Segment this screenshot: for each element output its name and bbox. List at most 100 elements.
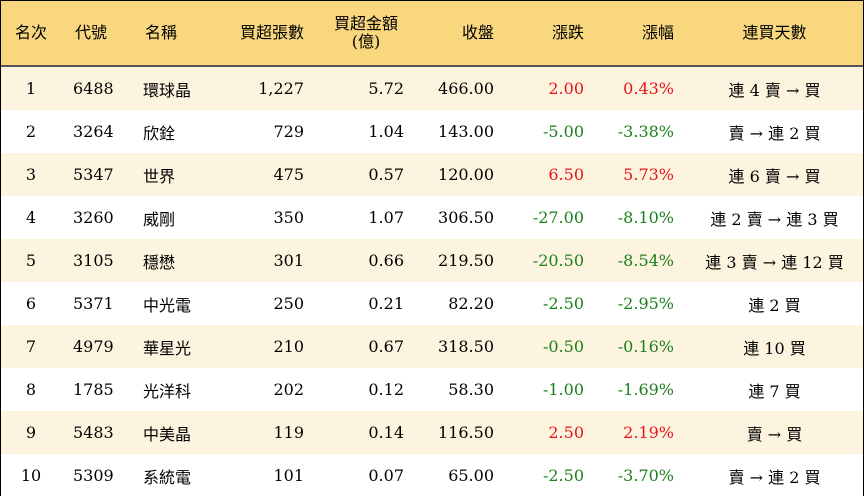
cell-net-amount: 1.04: [316, 110, 416, 153]
cell-close: 116.50: [416, 411, 506, 454]
cell-code: 3105: [61, 239, 131, 282]
cell-rank: 4: [1, 196, 61, 239]
header-net-amount-line2: (億): [351, 32, 381, 51]
cell-net-amount: 1.07: [316, 196, 416, 239]
cell-rank: 1: [1, 66, 61, 110]
cell-net-amount: 5.72: [316, 66, 416, 110]
cell-code: 6488: [61, 66, 131, 110]
table-row: 9 5483 中美晶 119 0.14 116.50 2.50 2.19% 賣 → 買: [1, 411, 863, 454]
table-row: 5 3105 穩懋 301 0.66 219.50 -20.50 -8.54% 連 3 賣 → …: [1, 239, 863, 282]
cell-rank: 2: [1, 110, 61, 153]
cell-rank: 10: [1, 454, 61, 497]
cell-close: 58.30: [416, 368, 506, 411]
cell-pct: 2.19%: [596, 411, 686, 454]
cell-name: 華星光: [131, 325, 216, 368]
cell-pct: 5.73%: [596, 153, 686, 196]
cell-streak: 連 6 賣 → 買: [686, 153, 863, 196]
table-body: 1 6488 環球晶 1,227 5.72 466.00 2.00 0.43% 連 4 賣 → …: [1, 66, 863, 497]
cell-streak: 連 7 買: [686, 368, 863, 411]
cell-close: 306.50: [416, 196, 506, 239]
cell-streak: 賣 → 連 2 買: [686, 454, 863, 497]
table-row: 2 3264 欣銓 729 1.04 143.00 -5.00 -3.38% 賣 → 連 2 買: [1, 110, 863, 153]
cell-streak: 賣 → 連 2 買: [686, 110, 863, 153]
header-close: 收盤: [416, 1, 506, 67]
table-row: 7 4979 華星光 210 0.67 318.50 -0.50 -0.16% 連 10 買: [1, 325, 863, 368]
cell-net-lots: 202: [216, 368, 316, 411]
cell-rank: 9: [1, 411, 61, 454]
cell-net-lots: 475: [216, 153, 316, 196]
cell-pct: -8.54%: [596, 239, 686, 282]
cell-net-lots: 210: [216, 325, 316, 368]
cell-streak: 連 10 買: [686, 325, 863, 368]
cell-streak: 連 2 賣 → 連 3 買: [686, 196, 863, 239]
cell-streak: 連 4 賣 → 買: [686, 66, 863, 110]
cell-name: 系統電: [131, 454, 216, 497]
table-row: 10 5309 系統電 101 0.07 65.00 -2.50 -3.70% 賣 → 連 2 …: [1, 454, 863, 497]
cell-rank: 6: [1, 282, 61, 325]
cell-code: 4979: [61, 325, 131, 368]
cell-net-lots: 1,227: [216, 66, 316, 110]
cell-name: 環球晶: [131, 66, 216, 110]
cell-pct: 0.43%: [596, 66, 686, 110]
cell-name: 世界: [131, 153, 216, 196]
cell-close: 219.50: [416, 239, 506, 282]
cell-code: 5371: [61, 282, 131, 325]
cell-change: 6.50: [506, 153, 596, 196]
cell-close: 65.00: [416, 454, 506, 497]
cell-pct: -0.16%: [596, 325, 686, 368]
cell-net-amount: 0.12: [316, 368, 416, 411]
cell-code: 5347: [61, 153, 131, 196]
cell-change: -27.00: [506, 196, 596, 239]
cell-close: 143.00: [416, 110, 506, 153]
cell-close: 120.00: [416, 153, 506, 196]
table-row: 3 5347 世界 475 0.57 120.00 6.50 5.73% 連 6 賣 → 買: [1, 153, 863, 196]
cell-close: 318.50: [416, 325, 506, 368]
cell-pct: -3.70%: [596, 454, 686, 497]
cell-net-lots: 729: [216, 110, 316, 153]
cell-name: 光洋科: [131, 368, 216, 411]
cell-net-amount: 0.21: [316, 282, 416, 325]
cell-pct: -1.69%: [596, 368, 686, 411]
cell-pct: -3.38%: [596, 110, 686, 153]
header-net-lots: 買超張數: [216, 1, 316, 67]
header-name: 名稱: [131, 1, 216, 67]
cell-code: 3260: [61, 196, 131, 239]
header-net-amount: 買超金額 (億): [316, 1, 416, 67]
cell-close: 466.00: [416, 66, 506, 110]
cell-net-lots: 250: [216, 282, 316, 325]
cell-code: 5483: [61, 411, 131, 454]
cell-net-amount: 0.57: [316, 153, 416, 196]
cell-net-lots: 301: [216, 239, 316, 282]
cell-net-lots: 350: [216, 196, 316, 239]
cell-code: 1785: [61, 368, 131, 411]
cell-change: -2.50: [506, 454, 596, 497]
table-row: 1 6488 環球晶 1,227 5.72 466.00 2.00 0.43% 連 4 賣 → …: [1, 66, 863, 110]
cell-pct: -8.10%: [596, 196, 686, 239]
cell-rank: 5: [1, 239, 61, 282]
cell-net-amount: 0.07: [316, 454, 416, 497]
cell-streak: 連 3 賣 → 連 12 買: [686, 239, 863, 282]
cell-pct: -2.95%: [596, 282, 686, 325]
cell-streak: 賣 → 買: [686, 411, 863, 454]
header-change: 漲跌: [506, 1, 596, 67]
cell-streak: 連 2 買: [686, 282, 863, 325]
header-pct: 漲幅: [596, 1, 686, 67]
cell-net-amount: 0.14: [316, 411, 416, 454]
cell-change: 2.50: [506, 411, 596, 454]
header-row: 名次 代號 名稱 買超張數 買超金額 (億) 收盤 漲跌 漲幅 連買天數: [1, 1, 863, 67]
header-rank: 名次: [1, 1, 61, 67]
cell-name: 威剛: [131, 196, 216, 239]
header-streak: 連買天數: [686, 1, 863, 67]
cell-name: 欣銓: [131, 110, 216, 153]
cell-net-amount: 0.66: [316, 239, 416, 282]
cell-name: 穩懋: [131, 239, 216, 282]
cell-rank: 3: [1, 153, 61, 196]
cell-net-amount: 0.67: [316, 325, 416, 368]
cell-rank: 8: [1, 368, 61, 411]
table-row: 4 3260 威剛 350 1.07 306.50 -27.00 -8.10% 連 2 賣 → …: [1, 196, 863, 239]
cell-name: 中美晶: [131, 411, 216, 454]
cell-net-lots: 119: [216, 411, 316, 454]
cell-net-lots: 101: [216, 454, 316, 497]
